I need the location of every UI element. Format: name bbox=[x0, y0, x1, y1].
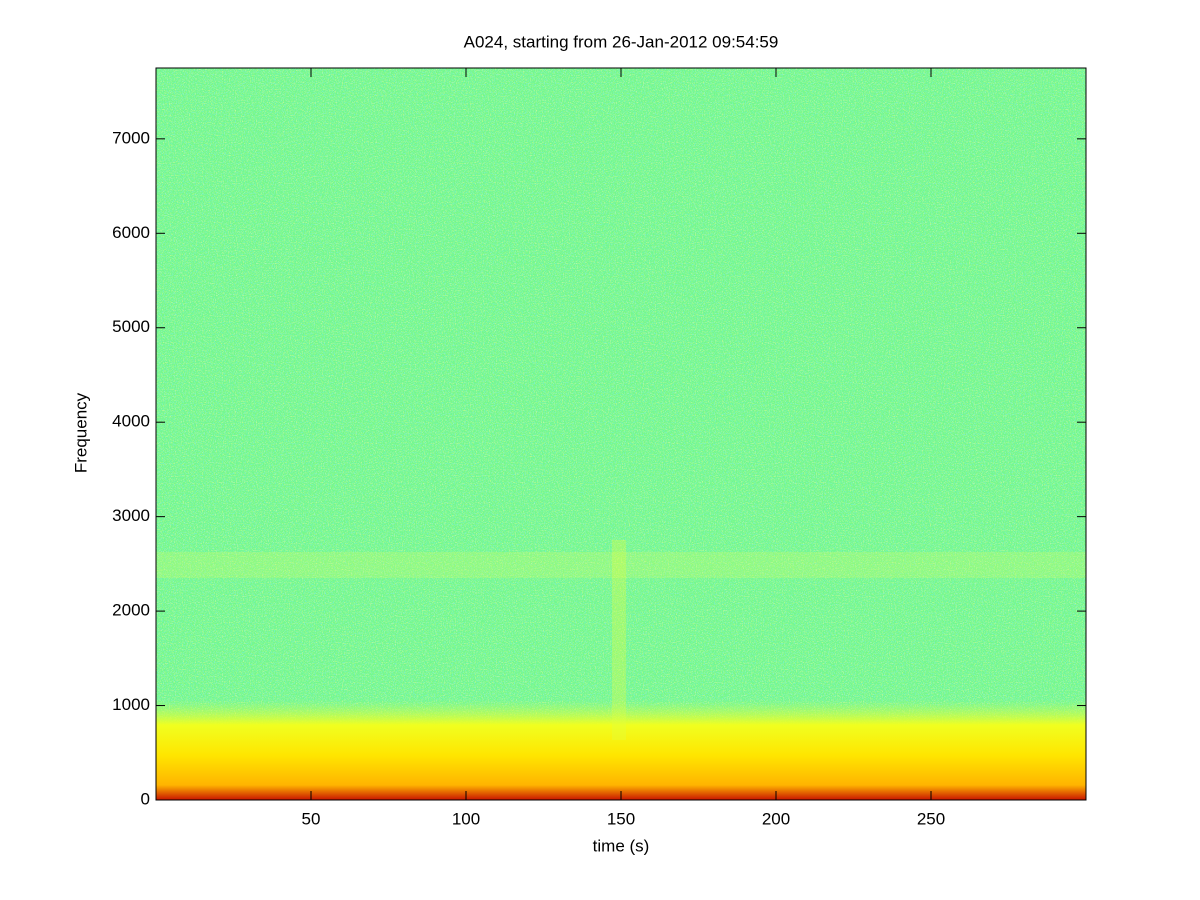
x-tick-label: 150 bbox=[607, 809, 635, 828]
y-tick-label: 6000 bbox=[112, 223, 150, 242]
x-tick-label: 100 bbox=[452, 809, 480, 828]
x-tick-label: 50 bbox=[302, 809, 321, 828]
y-tick-label: 2000 bbox=[112, 601, 150, 620]
y-tick-label: 0 bbox=[141, 789, 150, 808]
y-tick-label: 7000 bbox=[112, 128, 150, 147]
x-tick-label: 250 bbox=[917, 809, 945, 828]
y-tick-label: 1000 bbox=[112, 695, 150, 714]
x-tick-label: 200 bbox=[762, 809, 790, 828]
y-axis-label: Frequency bbox=[71, 392, 90, 473]
chart-title: A024, starting from 26-Jan-2012 09:54:59 bbox=[464, 32, 779, 51]
y-tick-label: 5000 bbox=[112, 317, 150, 336]
spectrogram-field bbox=[156, 68, 1086, 800]
y-tick-label: 4000 bbox=[112, 412, 150, 431]
y-tick-label: 3000 bbox=[112, 506, 150, 525]
x-axis-label: time (s) bbox=[593, 836, 650, 855]
